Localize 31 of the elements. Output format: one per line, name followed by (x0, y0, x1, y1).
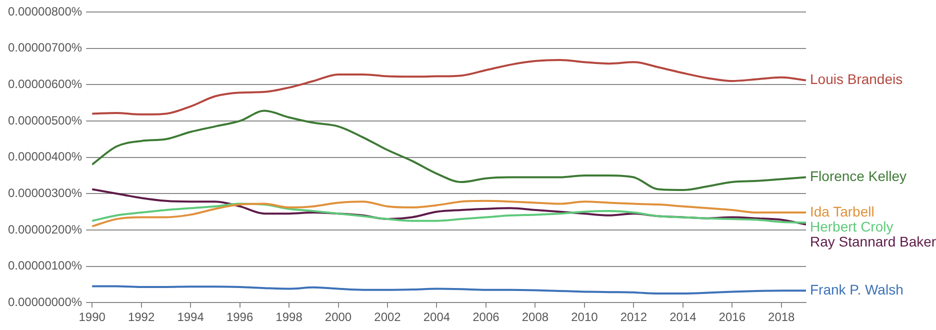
series-label: Florence Kelley (810, 168, 906, 184)
y-tick-label: 0.00000500% (8, 113, 82, 128)
y-tick-label: 0.00000700% (8, 40, 82, 55)
y-tick-label: 0.00000600% (8, 76, 82, 91)
x-tick-label: 2016 (718, 310, 746, 324)
x-tick-label: 2012 (620, 310, 648, 324)
x-tick-label: 2008 (522, 310, 549, 324)
y-tick-label: 0.00000300% (8, 186, 82, 200)
y-tick-label: 0.00000100% (8, 258, 82, 273)
x-tick-label: 2006 (472, 310, 500, 324)
x-tick-label: 2018 (768, 310, 796, 324)
x-tick-label: 2004 (423, 310, 450, 324)
x-tick-label: 2002 (374, 310, 402, 324)
x-tick-label: 1998 (276, 310, 303, 324)
y-tick-label: 0.00000400% (8, 150, 82, 164)
y-tick-label: 0.00000000% (8, 294, 82, 309)
x-tick-label: 1996 (226, 310, 254, 324)
x-tick-label: 2014 (670, 310, 697, 324)
series-label: Ray Stannard Baker (810, 233, 936, 250)
series-label: Frank P. Walsh (810, 281, 904, 298)
series-label: Herbert Croly (810, 218, 894, 234)
x-tick-label: 1992 (128, 310, 155, 324)
series-label: Ida Tarbell (810, 203, 874, 220)
y-tick-label: 0.00000800% (8, 4, 82, 18)
series-label: Louis Brandeis (810, 71, 903, 88)
x-tick-label: 1994 (177, 310, 204, 324)
line-series (92, 285, 806, 295)
x-tick-label: 1990 (78, 310, 106, 324)
y-tick-label: 0.00000200% (8, 222, 82, 236)
x-tick-label: 2000 (324, 310, 352, 324)
x-tick-label: 2010 (571, 310, 598, 324)
